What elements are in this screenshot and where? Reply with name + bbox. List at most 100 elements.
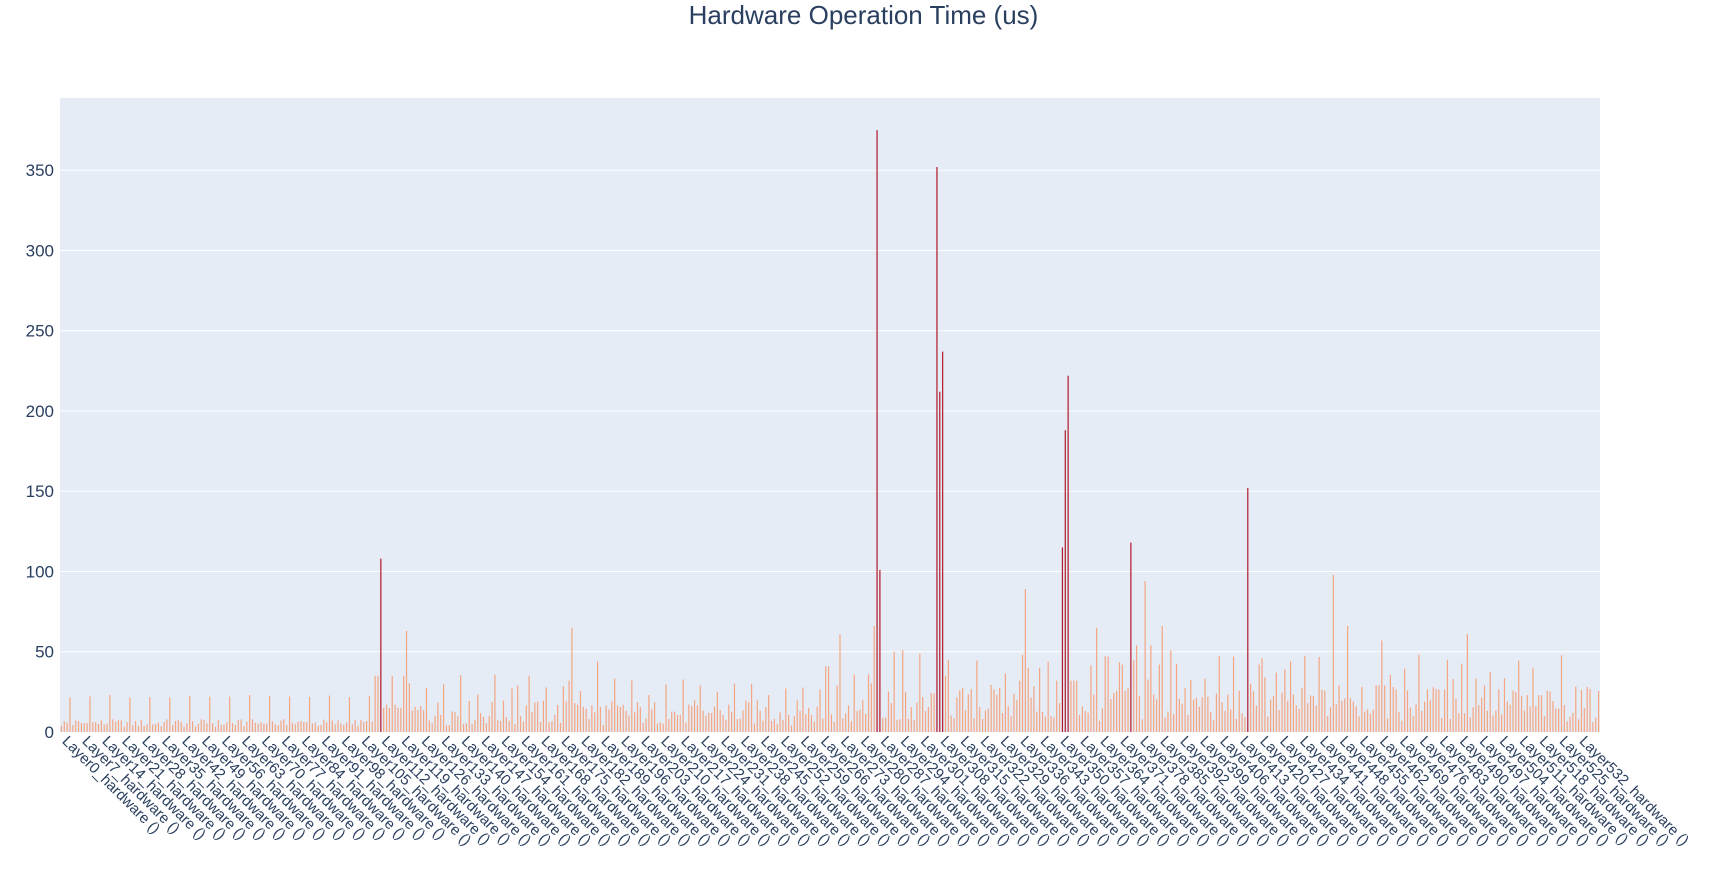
bar [691,706,693,732]
bar [981,719,984,732]
bar [371,721,373,732]
bar [263,723,265,732]
bar [434,715,436,732]
bar [1207,696,1209,732]
bar [240,719,242,732]
bar [728,704,730,732]
bar [1375,685,1377,732]
bar [1432,687,1434,732]
bar [850,721,852,732]
bar [1361,686,1363,732]
bar [1384,685,1386,732]
bar [1155,699,1158,732]
bar [491,701,493,732]
bar [1324,690,1326,732]
bar [274,724,276,732]
bar [1421,710,1423,732]
bar [500,720,502,732]
bar [1506,701,1508,732]
bar [770,720,773,732]
bar [89,696,91,732]
bar [1110,699,1112,732]
bar [189,695,191,732]
bar [708,712,710,732]
bar [1184,688,1186,732]
bar [1127,688,1129,732]
bar [1218,655,1220,732]
bar [902,650,904,732]
bar [454,712,456,732]
bar [1064,430,1066,732]
bar [368,696,371,732]
bar [226,722,228,732]
bar [1495,710,1497,732]
bar [1001,713,1004,732]
bar [554,714,556,732]
bar [813,721,815,732]
bar [288,696,291,732]
bar [1067,375,1069,732]
bar [174,720,177,732]
bar [859,709,861,732]
bar [1039,667,1041,732]
bar [927,707,929,732]
bar [648,695,650,732]
bar [1543,716,1545,732]
bar [1492,715,1494,732]
bar [291,722,294,732]
bar [1378,685,1380,732]
bar [300,721,302,732]
bar [1212,720,1215,732]
bar [799,710,801,732]
bar [1081,706,1083,732]
bar [1523,710,1526,732]
bar [97,723,100,732]
bar [768,695,770,732]
bar [847,705,850,732]
bar [999,687,1001,732]
bar [705,715,707,732]
bar [631,680,633,732]
bar [1572,712,1574,732]
bar [1369,713,1372,732]
bar [1141,719,1143,732]
bar [676,714,679,732]
bar [733,683,736,732]
bar [822,718,824,732]
bar [1167,711,1169,732]
bar [1292,694,1295,732]
bar [485,723,487,732]
bar [1121,664,1123,732]
bar [1455,698,1457,732]
bar [1004,673,1006,732]
bar [557,704,559,732]
bar [1198,706,1200,732]
bar [525,705,527,732]
bar [397,707,399,732]
bar [517,685,519,732]
bar [591,705,593,732]
bar [1130,542,1132,732]
bar [511,688,513,732]
bar [1230,709,1232,732]
bar [206,723,208,732]
bar [1258,664,1260,732]
bar [833,721,835,732]
bar [1061,547,1064,732]
bar [1013,693,1015,732]
bar [785,688,787,732]
bar [970,689,972,732]
bar [1164,717,1166,732]
bar [186,723,188,732]
bar [1232,656,1235,732]
bar [711,713,713,732]
bar [1187,714,1189,732]
bar [1509,704,1511,732]
plot-background [60,98,1600,732]
bar [331,720,333,732]
bar [462,723,465,732]
bar [830,714,833,732]
bar [933,693,935,732]
bar [120,720,122,732]
bar [194,726,197,732]
